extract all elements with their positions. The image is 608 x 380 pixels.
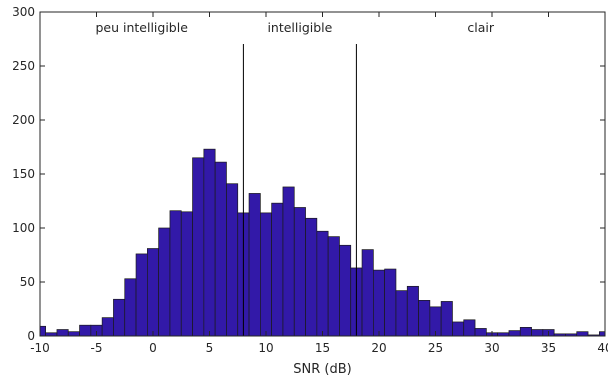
histogram-bar	[260, 212, 273, 336]
y-tick-label: 300	[12, 5, 35, 19]
histogram-bar	[384, 268, 397, 336]
histogram-bar	[113, 298, 126, 336]
histogram-bar	[339, 244, 352, 336]
histogram-bar	[79, 324, 92, 336]
y-tick-label: 200	[12, 113, 35, 127]
y-tick-label: 50	[20, 275, 35, 289]
x-tick-label: 25	[428, 341, 443, 355]
histogram-bar	[361, 249, 374, 336]
histogram-bar	[135, 253, 148, 336]
y-tick-label: 0	[27, 329, 35, 343]
histogram-bar	[519, 327, 532, 336]
x-tick-label: 10	[258, 341, 273, 355]
x-axis-title: SNR (dB)	[293, 362, 351, 377]
histogram-bar	[40, 325, 46, 336]
x-tick-label: 40	[597, 341, 608, 355]
histogram-bar	[282, 186, 295, 336]
histogram-bar	[452, 321, 465, 336]
histogram-bar	[440, 301, 453, 336]
histogram-bar	[406, 285, 419, 336]
x-tick-label: -10	[30, 341, 50, 355]
histogram-bar	[192, 157, 205, 336]
histogram-bar	[305, 217, 318, 336]
histogram-bar	[327, 236, 340, 336]
histogram-bar	[373, 269, 386, 336]
histogram-bar	[463, 319, 476, 336]
histogram-bar	[124, 278, 137, 336]
histogram-bar	[56, 329, 69, 336]
region-label: peu intelligible	[95, 20, 188, 35]
histogram-bar	[418, 300, 431, 336]
x-tick-label: 15	[315, 341, 330, 355]
histogram-bar	[169, 210, 182, 336]
histogram-bar	[316, 230, 329, 336]
x-tick-label: 5	[206, 341, 214, 355]
region-label: clair	[467, 20, 494, 35]
histogram-bar	[598, 331, 605, 336]
histogram-bar	[203, 148, 216, 336]
histogram-bar	[226, 183, 239, 336]
histogram-bar	[248, 193, 261, 336]
threshold-lines	[242, 44, 357, 336]
x-axis-ticks: -10 -5 0 5 10 15 20 25 30 35 40	[30, 12, 608, 355]
histogram-bar	[214, 161, 227, 336]
region-labels: peu intelligible intelligible clair	[95, 20, 494, 35]
region-label: intelligible	[267, 20, 332, 35]
y-axis-ticks: 0 50 100 150 200 250 300	[12, 5, 605, 343]
histogram-bar	[293, 207, 306, 336]
x-tick-label: 20	[371, 341, 386, 355]
x-tick-label: 30	[484, 341, 499, 355]
histogram-bar	[531, 329, 544, 336]
histogram-bar	[576, 331, 589, 336]
histogram-bars	[40, 148, 605, 336]
histogram-bar	[180, 211, 193, 336]
y-tick-label: 150	[12, 167, 35, 181]
y-tick-label: 100	[12, 221, 35, 235]
histogram-bar	[67, 331, 80, 336]
histogram-bar	[395, 290, 408, 336]
histogram-bar	[158, 227, 171, 336]
histogram-bar	[474, 328, 487, 336]
histogram-bar	[508, 330, 521, 336]
histogram-bar	[101, 317, 114, 336]
x-tick-label: -5	[91, 341, 103, 355]
histogram-bar	[147, 248, 160, 336]
y-tick-label: 250	[12, 59, 35, 73]
x-tick-label: 0	[149, 341, 157, 355]
histogram-bar	[271, 202, 284, 336]
x-tick-label: 35	[541, 341, 556, 355]
